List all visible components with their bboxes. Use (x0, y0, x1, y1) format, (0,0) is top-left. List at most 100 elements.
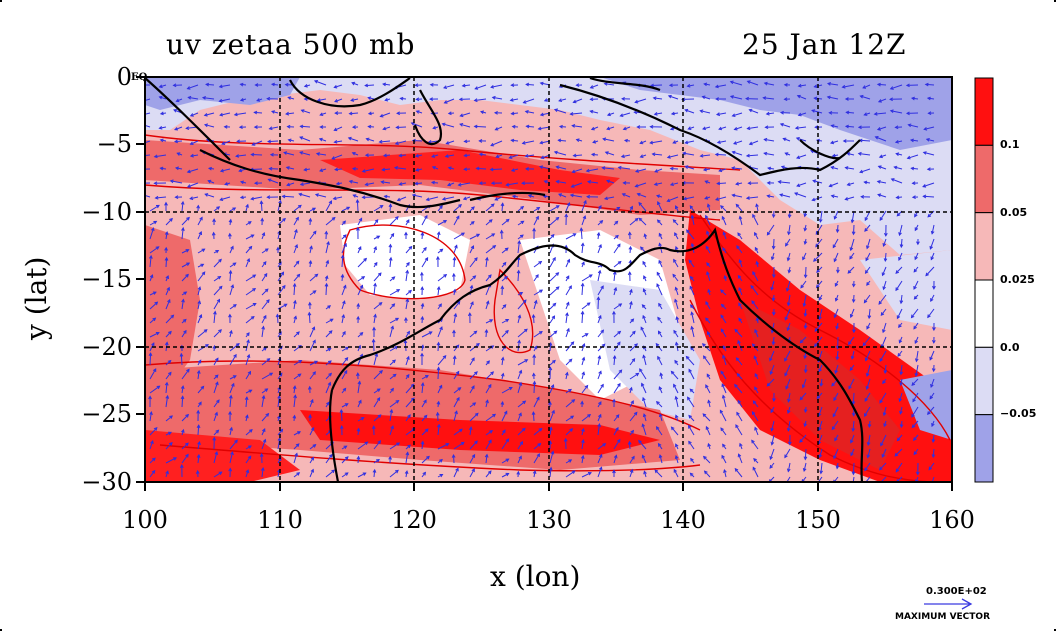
wind-vector-head (173, 109, 177, 113)
wind-vector-head (488, 274, 492, 279)
wind-vector-head (395, 317, 400, 322)
wind-vector (447, 182, 455, 186)
wind-vector (657, 356, 663, 366)
wind-vector-head (186, 262, 191, 266)
wind-vector-head (787, 231, 791, 236)
y-tick-label: 0 (116, 63, 132, 91)
wind-vector-head (649, 140, 654, 145)
wind-vector-head (504, 247, 509, 252)
wind-vector (204, 112, 215, 116)
wind-vector (784, 350, 791, 362)
wind-vector-head (360, 417, 365, 421)
wind-vector (197, 301, 201, 310)
wind-vector (852, 420, 855, 432)
wind-vector-head (603, 196, 609, 201)
wind-vector (357, 285, 363, 296)
wind-vector (913, 434, 919, 441)
wind-vector (187, 182, 199, 188)
wind-vector (720, 314, 727, 324)
wind-vector (213, 451, 218, 464)
wind-vector (590, 84, 599, 89)
wind-vector (341, 403, 349, 408)
wind-vector-head (467, 312, 472, 317)
wind-vector-head (414, 153, 419, 158)
wind-vector-head (702, 413, 707, 418)
wind-vector (149, 220, 157, 226)
wind-vector (187, 84, 199, 90)
wind-vector-head (390, 425, 394, 430)
wind-vector-head (797, 83, 802, 88)
wind-vector-head (295, 260, 300, 265)
wind-vector-head (216, 298, 220, 303)
wind-vector (517, 241, 520, 254)
wind-vector (635, 168, 647, 173)
wind-vector (565, 470, 576, 478)
wind-vector-head (516, 269, 521, 274)
wind-vector-head (568, 285, 572, 290)
wind-vector-head (537, 126, 542, 131)
wind-vector (459, 123, 471, 128)
wind-vector (572, 125, 583, 128)
wind-vector-head (771, 245, 776, 250)
wind-vector (350, 98, 359, 101)
wind-vector-head (266, 358, 271, 362)
corner-mark (1054, 629, 1056, 631)
wind-vector (705, 301, 711, 310)
wind-vector-head (310, 426, 315, 431)
wind-vector-head (782, 137, 787, 142)
wind-vector-head (627, 231, 632, 236)
x-tick-label: 100 (122, 506, 168, 534)
wind-vector-head (296, 472, 301, 476)
wind-vector-head (525, 124, 530, 129)
wind-vector-head (558, 193, 563, 197)
wind-vector (881, 336, 887, 348)
x-tick-label: 110 (257, 506, 303, 534)
wind-vector (261, 326, 264, 338)
wind-vector (764, 152, 775, 156)
wind-vector (445, 154, 455, 157)
wind-vector (309, 340, 316, 352)
wind-vector (463, 196, 471, 200)
wind-vector (437, 205, 443, 212)
wind-vector (747, 80, 759, 86)
wind-vector-head (264, 288, 269, 293)
wind-vector (549, 205, 560, 212)
wind-vector-head (316, 98, 321, 102)
wind-vector-head (405, 451, 410, 456)
wind-vector-head (485, 256, 489, 261)
wind-vector-head (324, 275, 329, 280)
wind-vector-head (436, 423, 441, 428)
wind-vector-head (355, 198, 360, 203)
wind-vector-head (492, 245, 497, 249)
wind-vector-head (617, 165, 622, 170)
wind-vector-head (783, 83, 788, 87)
wind-vector-head (478, 152, 483, 157)
wind-vector (245, 429, 253, 436)
wind-vector-head (706, 271, 710, 276)
wind-vector-head (765, 111, 770, 116)
wind-vector-head (396, 289, 401, 293)
wind-vector-head (535, 274, 539, 278)
wind-vector (890, 110, 903, 114)
wind-vector-head (231, 382, 235, 387)
wind-vector (389, 317, 399, 324)
wind-vector-head (364, 83, 369, 88)
wind-vector-head (592, 139, 597, 144)
wind-vector-head (307, 385, 312, 390)
wind-vector-head (731, 166, 736, 171)
wind-vector (581, 215, 586, 226)
wind-vector-head (796, 94, 801, 99)
wind-vector-head (439, 458, 443, 463)
wind-vector (349, 180, 359, 184)
wind-vector-head (763, 151, 768, 156)
wind-vector (373, 272, 382, 282)
wind-vector (613, 331, 621, 338)
wind-vector (581, 455, 584, 464)
wind-vector (581, 200, 587, 212)
wind-vector-head (268, 126, 273, 131)
wind-vector-head (771, 274, 776, 279)
wind-vector (643, 355, 647, 366)
wind-vector (829, 182, 839, 187)
wind-vector (453, 257, 456, 268)
y-axis-label-text: y (lat) (20, 256, 53, 340)
